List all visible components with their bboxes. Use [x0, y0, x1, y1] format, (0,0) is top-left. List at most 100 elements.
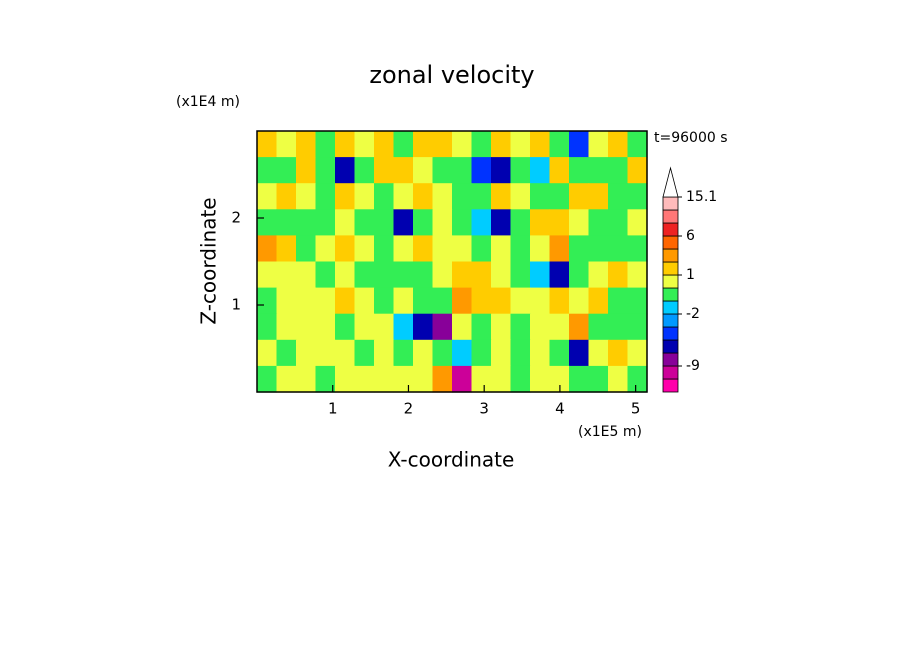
- field-cell: [510, 365, 531, 393]
- field-cell: [257, 261, 278, 289]
- field-cell: [413, 261, 434, 289]
- colorbar-box: [662, 378, 679, 393]
- field-cell: [315, 261, 336, 289]
- field-cell: [413, 131, 434, 158]
- field-cell: [510, 157, 531, 184]
- colorbar-box: [662, 326, 679, 341]
- field-cell: [452, 313, 473, 341]
- field-cell: [549, 183, 570, 210]
- field-cell: [491, 365, 512, 393]
- field-cell: [530, 235, 551, 263]
- field-cell: [354, 287, 375, 315]
- field-cell: [413, 365, 434, 393]
- y-axis-label: Z-coordinate: [197, 197, 221, 324]
- field-cell: [627, 183, 648, 210]
- colorbar-tick-label: -9: [686, 358, 700, 374]
- field-cell: [569, 261, 590, 289]
- colorbar-box: [662, 209, 679, 224]
- y-tick-label: 1: [231, 296, 241, 314]
- field-cell: [569, 131, 590, 158]
- field-cell: [491, 209, 512, 236]
- colorbar-box: [662, 352, 679, 367]
- field-cell: [374, 209, 395, 236]
- field-cell: [452, 365, 473, 393]
- field-cell: [354, 365, 375, 393]
- field-cell: [315, 287, 336, 315]
- x-tick-label: 4: [555, 400, 565, 418]
- field-cell: [627, 287, 648, 315]
- chart-title: zonal velocity: [369, 61, 534, 89]
- field-cell: [549, 209, 570, 236]
- field-cell: [276, 183, 297, 210]
- field-cell: [530, 339, 551, 367]
- field-cell: [588, 131, 609, 158]
- field-cell: [491, 157, 512, 184]
- field-cell: [549, 131, 570, 158]
- field-cell: [549, 157, 570, 184]
- field-cell: [510, 235, 531, 263]
- x-tick-label: 1: [328, 400, 338, 418]
- field-cell: [549, 287, 570, 315]
- field-cell: [335, 131, 356, 158]
- field-cell: [296, 313, 317, 341]
- field-cell: [315, 183, 336, 210]
- field-cell: [413, 287, 434, 315]
- field-cell: [530, 209, 551, 236]
- field-cell: [335, 261, 356, 289]
- field-cell: [471, 339, 492, 367]
- colorbar-over-triangle: [662, 166, 679, 198]
- field-cell: [608, 235, 629, 263]
- field-cell: [510, 287, 531, 315]
- field-cell: [393, 235, 414, 263]
- field-cell: [588, 261, 609, 289]
- field-cell: [257, 287, 278, 315]
- field-cell: [335, 339, 356, 367]
- field-cell: [257, 209, 278, 236]
- field-cell: [530, 261, 551, 289]
- field-cell: [335, 235, 356, 263]
- colorbar-box: [662, 274, 679, 289]
- time-annotation: t=96000 s: [654, 130, 728, 146]
- field-cell: [452, 131, 473, 158]
- field-cell: [374, 261, 395, 289]
- field-cell: [296, 235, 317, 263]
- field-cell: [627, 131, 648, 158]
- field-cell: [452, 183, 473, 210]
- field-cell: [257, 365, 278, 393]
- field-cell: [569, 339, 590, 367]
- field-cell: [354, 261, 375, 289]
- field-cell: [627, 157, 648, 184]
- x-tick-label: 5: [631, 400, 641, 418]
- field-cell: [276, 157, 297, 184]
- field-cell: [627, 261, 648, 289]
- field-cell: [588, 183, 609, 210]
- field-cell: [335, 313, 356, 341]
- field-cell: [530, 287, 551, 315]
- field-cell: [471, 157, 492, 184]
- field-cell: [491, 131, 512, 158]
- colorbar-tick-label: -2: [686, 306, 700, 322]
- colorbar-tick-label: 6: [686, 228, 695, 244]
- field-cell: [315, 365, 336, 393]
- field-cell: [491, 235, 512, 263]
- field-cell: [413, 339, 434, 367]
- field-cell: [471, 209, 492, 236]
- field-cell: [452, 339, 473, 367]
- field-cell: [296, 287, 317, 315]
- field-cell: [530, 313, 551, 341]
- field-cell: [608, 313, 629, 341]
- field-cell: [569, 313, 590, 341]
- field-cell: [549, 339, 570, 367]
- field-cell: [432, 209, 453, 236]
- field-cell: [608, 183, 629, 210]
- field-cell: [627, 365, 648, 393]
- x-tick-label: 3: [479, 400, 489, 418]
- field-cell: [257, 339, 278, 367]
- field-cell: [276, 261, 297, 289]
- field-cell: [432, 183, 453, 210]
- field-cell: [510, 261, 531, 289]
- field-cell: [374, 131, 395, 158]
- field-cell: [432, 287, 453, 315]
- field-cell: [354, 131, 375, 158]
- field-cell: [471, 183, 492, 210]
